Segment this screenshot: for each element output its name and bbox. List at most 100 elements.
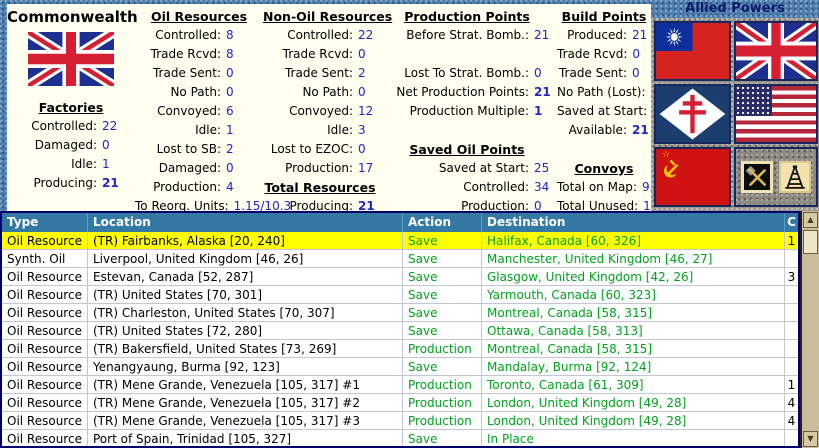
stat-label: Lost to SB bbox=[135, 140, 221, 159]
convoy-cell bbox=[785, 430, 798, 446]
stat-label: Production bbox=[263, 159, 353, 178]
stat-value: 2 bbox=[226, 142, 234, 156]
column-header-location: Location bbox=[88, 213, 403, 232]
stat-label: Trade Rcvd bbox=[263, 45, 353, 64]
free-france-flag[interactable] bbox=[654, 84, 731, 144]
stat-value: 0 bbox=[534, 199, 542, 213]
table-row[interactable]: Oil Resource (TR) Mene Grande, Venezuela… bbox=[2, 394, 798, 412]
location-cell: Estevan, Canada [52, 287] bbox=[88, 268, 403, 286]
table-row[interactable]: Oil Resource (TR) United States [72, 280… bbox=[2, 322, 798, 340]
stat-row bbox=[377, 121, 557, 140]
stat-row: Available 21 bbox=[557, 121, 651, 140]
stat-row: Controlled 22 bbox=[263, 26, 377, 45]
stat-label: Producing bbox=[263, 197, 353, 216]
section-heading: Non-Oil Resources bbox=[263, 9, 393, 24]
stat-row: No Path 0 bbox=[263, 83, 377, 102]
stat-value: 17 bbox=[358, 161, 374, 175]
stat-label: Idle bbox=[7, 155, 97, 174]
allied-powers-title: Allied Powers bbox=[685, 1, 785, 16]
action-cell: Save bbox=[403, 232, 482, 250]
table-row[interactable]: Oil Resource (TR) Mene Grande, Venezuela… bbox=[2, 376, 798, 394]
stat-value: 8 bbox=[226, 28, 234, 42]
stat-value: 25 bbox=[534, 161, 550, 175]
stat-value: 12 bbox=[358, 104, 374, 118]
stat-row: Trade Sent 2 bbox=[263, 64, 377, 83]
convoy-cell: 1 bbox=[785, 376, 798, 394]
type-cell: Synth. Oil bbox=[2, 250, 88, 268]
stat-value: 0 bbox=[358, 47, 366, 61]
stat-label: Total on Map bbox=[557, 178, 637, 197]
stat-label: Trade Sent bbox=[557, 64, 627, 83]
table-scrollbar[interactable]: ▲ ▼ bbox=[800, 211, 819, 448]
united-kingdom-flag[interactable] bbox=[734, 21, 818, 81]
destination-cell: Yarmouth, Canada [60, 323] bbox=[482, 286, 785, 304]
stat-value: 21 bbox=[534, 28, 550, 42]
stat-value: 0 bbox=[226, 161, 234, 175]
table-row[interactable]: Oil Resource (TR) Bakersfield, United St… bbox=[2, 340, 798, 358]
stat-label: To Reorg. Units bbox=[135, 197, 229, 216]
column-header-action: Action bbox=[403, 213, 482, 232]
table-row[interactable]: Oil Resource (TR) Fairbanks, Alaska [20,… bbox=[2, 232, 798, 250]
scroll-up-button[interactable]: ▲ bbox=[803, 212, 818, 228]
soviet-union-flag[interactable]: ☆ bbox=[654, 147, 731, 207]
china-flag[interactable] bbox=[654, 21, 731, 81]
stat-row: Saved at Start 25 bbox=[377, 159, 557, 178]
destination-cell: London, United Kingdom [49, 28] bbox=[482, 394, 785, 412]
table-row[interactable]: Oil Resource (TR) United States [70, 301… bbox=[2, 286, 798, 304]
type-cell: Oil Resource bbox=[2, 430, 88, 446]
united-states-flag[interactable] bbox=[734, 84, 818, 144]
convoy-cell bbox=[785, 358, 798, 376]
stat-row: Lost to EZOC 0 bbox=[263, 140, 377, 159]
stat-row: Total on Map 95 bbox=[557, 178, 657, 197]
stat-label: Idle bbox=[263, 121, 353, 140]
convoy-cell bbox=[785, 286, 798, 304]
stat-row: Trade Sent 0 bbox=[557, 64, 651, 83]
table-row[interactable]: Oil Resource Yenangyaung, Burma [92, 123… bbox=[2, 358, 798, 376]
stat-row: Idle 1 bbox=[7, 155, 135, 174]
stat-label: Lost to EZOC bbox=[263, 140, 353, 159]
oil-derrick-icon[interactable] bbox=[779, 161, 811, 193]
table-row[interactable]: Oil Resource Estevan, Canada [52, 287] S… bbox=[2, 268, 798, 286]
stat-row: Trade Rcvd 0 bbox=[263, 45, 377, 64]
location-cell: (TR) Mene Grande, Venezuela [105, 317] #… bbox=[88, 394, 403, 412]
stat-label: Production Multiple bbox=[377, 102, 529, 121]
stat-row: Trade Rcvd 8 bbox=[135, 45, 263, 64]
location-cell: (TR) United States [72, 280] bbox=[88, 322, 403, 340]
stat-value: 2 bbox=[358, 66, 366, 80]
stat-label: Controlled bbox=[377, 178, 529, 197]
section-heading: Production Points bbox=[404, 9, 530, 24]
stat-label: Produced bbox=[557, 26, 627, 45]
table-row[interactable]: Oil Resource (TR) Charleston, United Sta… bbox=[2, 304, 798, 322]
stat-value: 3 bbox=[358, 123, 366, 137]
stat-row: No Path 0 bbox=[135, 83, 263, 102]
stat-row bbox=[377, 45, 557, 64]
location-cell: (TR) Bakersfield, United States [73, 269… bbox=[88, 340, 403, 358]
mining-resource-icon[interactable] bbox=[741, 161, 773, 193]
stat-row: Idle 3 bbox=[263, 121, 377, 140]
production-points-rows: Production Points Before Strat. Bomb. 21 bbox=[377, 7, 557, 216]
stat-value: 21 bbox=[102, 176, 119, 190]
stat-value: 1 bbox=[534, 104, 543, 118]
table-row[interactable]: Oil Resource (TR) Mene Grande, Venezuela… bbox=[2, 412, 798, 430]
scrollbar-thumb[interactable] bbox=[803, 230, 818, 254]
table-row[interactable]: Synth. Oil Liverpool, United Kingdom [46… bbox=[2, 250, 798, 268]
allied-flag-grid: ☆ bbox=[654, 21, 819, 207]
column-header-type: Type bbox=[2, 213, 88, 232]
section-heading: Saved Oil Points bbox=[409, 142, 525, 157]
destination-cell: Halifax, Canada [60, 326] bbox=[482, 232, 785, 250]
stat-label: Convoyed bbox=[263, 102, 353, 121]
type-cell: Oil Resource bbox=[2, 412, 88, 430]
action-cell: Production bbox=[403, 412, 482, 430]
action-cell: Save bbox=[403, 358, 482, 376]
stat-row: Producing 21 bbox=[7, 174, 135, 193]
stat-row: Trade Sent 0 bbox=[135, 64, 263, 83]
stat-label: Production bbox=[377, 197, 529, 216]
table-row[interactable]: Oil Resource Port of Spain, Trinidad [10… bbox=[2, 430, 798, 446]
stat-row: Net Production Points 21 bbox=[377, 83, 557, 102]
location-cell: Yenangyaung, Burma [92, 123] bbox=[88, 358, 403, 376]
scroll-down-button[interactable]: ▼ bbox=[803, 431, 818, 447]
stat-label: Convoyed bbox=[135, 102, 221, 121]
stat-row: Controlled 22 bbox=[7, 117, 135, 136]
stat-row: Damaged 0 bbox=[135, 159, 263, 178]
column-header-convoy: C bbox=[787, 215, 796, 229]
